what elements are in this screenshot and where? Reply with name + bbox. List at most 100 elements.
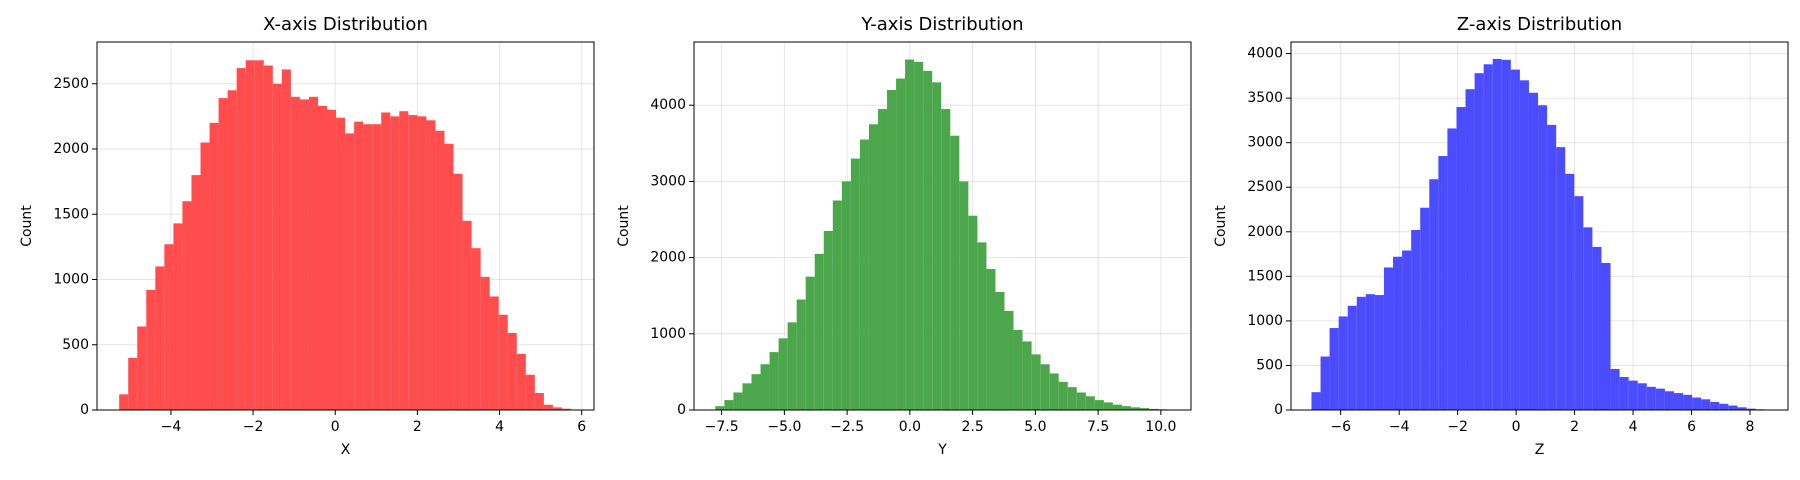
bar [724, 400, 734, 410]
bar [290, 96, 300, 411]
x-tick-label: 0 [1512, 419, 1521, 435]
x-tick-label: 2.5 [961, 419, 983, 435]
bar [173, 223, 183, 410]
bar [1519, 80, 1529, 411]
x-tick-label: −7.5 [705, 419, 739, 435]
bar [1746, 408, 1756, 410]
bar [525, 374, 535, 410]
bar [1701, 399, 1711, 410]
bar [1347, 305, 1357, 410]
bar [778, 338, 788, 410]
x-tick-label: −5.0 [767, 419, 801, 435]
bar [1619, 377, 1629, 410]
bar [254, 60, 264, 411]
bar [245, 60, 255, 411]
bar [435, 130, 445, 410]
bar [363, 124, 373, 410]
y-tick-label: 1000 [650, 326, 686, 342]
y-tick-label: 4000 [650, 97, 686, 113]
x-tick-label: 4 [495, 419, 504, 435]
bar [1474, 73, 1484, 411]
x-tick-label: −2 [243, 419, 264, 435]
x-tick-label: 2 [1570, 419, 1579, 435]
x-tick-label: 4 [1629, 419, 1638, 435]
bar [1040, 364, 1050, 410]
bar [1320, 356, 1330, 410]
bar [914, 61, 924, 411]
bar [1022, 341, 1032, 410]
bar [1374, 295, 1384, 410]
bar [923, 70, 933, 410]
chart-title: Z-axis Distribution [1457, 14, 1622, 35]
bar [1031, 354, 1041, 410]
bar [516, 353, 526, 410]
x-tick-label: 6 [1687, 419, 1696, 435]
bar [1094, 400, 1104, 410]
bar [1329, 328, 1339, 410]
y-tick-label: 2000 [650, 250, 686, 266]
bar [534, 393, 544, 410]
bar [308, 96, 318, 411]
bar [1085, 396, 1095, 410]
bar [227, 90, 237, 410]
y-tick-label: 2000 [53, 141, 89, 157]
chart-title: X-axis Distribution [263, 14, 428, 35]
bar [877, 109, 888, 411]
bar [887, 90, 897, 410]
y-tick-label: 0 [677, 402, 686, 418]
bar [182, 201, 192, 410]
bar [751, 374, 761, 410]
x-tick-label: 0 [331, 419, 340, 435]
y-tick-label: 2500 [1247, 179, 1283, 195]
bar [552, 407, 562, 410]
bar [796, 299, 806, 410]
bar [1528, 92, 1539, 411]
bar [1719, 403, 1729, 410]
bar [489, 296, 499, 410]
x-axis-label: Z [1535, 442, 1545, 458]
bar [1737, 407, 1747, 410]
bar [760, 364, 770, 410]
bar [327, 109, 337, 410]
bar [191, 175, 201, 410]
bar [896, 78, 906, 411]
bar [1655, 388, 1665, 410]
bar [498, 314, 508, 410]
bar [1692, 397, 1702, 410]
bar [1664, 391, 1674, 410]
bar [317, 105, 328, 410]
bar [1103, 402, 1113, 410]
axes-frame [96, 41, 595, 411]
bar [299, 99, 309, 410]
bar [1438, 156, 1448, 410]
bar [200, 142, 210, 410]
bar [1402, 250, 1412, 410]
y-tick-label: 3500 [1247, 90, 1283, 106]
chart-title: Y-axis Distribution [860, 14, 1023, 35]
bar [281, 69, 291, 410]
bar [209, 122, 219, 410]
y-tick-label: 0 [1274, 402, 1283, 418]
bar [814, 253, 824, 410]
bar [959, 181, 969, 410]
bar [941, 109, 951, 411]
x-tick-label: 5.0 [1024, 419, 1046, 435]
bar [146, 289, 156, 410]
bar [787, 322, 797, 410]
bar [1049, 373, 1059, 410]
y-tick-label: 500 [62, 337, 89, 353]
x-tick-label: 8 [1746, 419, 1755, 435]
bar [1601, 262, 1611, 410]
bar [868, 124, 878, 411]
bar [1356, 296, 1366, 410]
bar [444, 143, 454, 410]
bar [218, 98, 228, 411]
bar [995, 291, 1005, 410]
x-tick-label: 0.0 [899, 419, 921, 435]
bar [336, 117, 346, 411]
y-tick-label: 1500 [1247, 268, 1283, 284]
bar [769, 352, 779, 410]
x-tick-label: 2 [413, 419, 422, 435]
y-axis-label: Count [1213, 205, 1229, 247]
bar [1149, 408, 1159, 410]
